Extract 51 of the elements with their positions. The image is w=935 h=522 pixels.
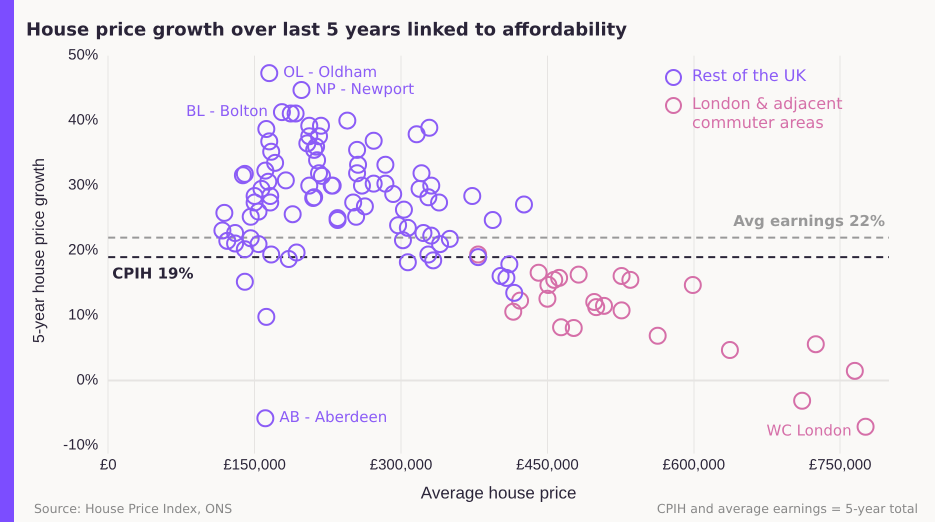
x-tick-label: £600,000	[662, 456, 726, 474]
point	[612, 266, 631, 285]
point	[720, 341, 739, 360]
point	[545, 270, 564, 289]
point	[793, 392, 812, 410]
point	[846, 362, 864, 380]
annotation: WC London	[766, 422, 852, 440]
point	[570, 266, 588, 284]
y-tick-label: 30%	[68, 176, 98, 194]
point	[621, 270, 640, 289]
chart-title: House price growth over last 5 years linked to affordability	[26, 19, 628, 40]
point	[530, 264, 548, 282]
text: CPIH and average earnings = 5-year total	[656, 501, 918, 516]
point	[806, 335, 825, 354]
source-note: Source: House Price Index, ONS	[34, 501, 232, 516]
point	[587, 298, 606, 316]
point	[684, 276, 702, 294]
point	[469, 246, 488, 264]
y-tick-label: 0%	[76, 372, 98, 389]
annotation: OL - Oldham	[283, 63, 378, 82]
x-tick-label: £450,000	[516, 456, 579, 474]
x-tick-label: £150,000	[223, 456, 286, 474]
point	[856, 418, 875, 436]
x-axis-title: Average house price	[420, 483, 576, 502]
x-tick-label: £300,000	[370, 456, 432, 474]
x-tick-label: £750,000	[808, 456, 872, 474]
y-axis-title: 5-year house price growth	[31, 158, 48, 344]
y-tick-label: 40%	[68, 112, 98, 129]
point	[552, 318, 570, 336]
point	[511, 292, 530, 310]
point	[612, 301, 631, 320]
annotation: AB - Aberdeen	[279, 408, 388, 426]
point	[564, 318, 583, 337]
y-tick-label: 10%	[68, 306, 98, 324]
annotation: NP - Newport	[315, 80, 414, 98]
y-tick-label: 20%	[68, 242, 98, 259]
point	[550, 268, 568, 287]
ref-line-label: CPIH 19%	[112, 264, 194, 282]
point	[595, 296, 614, 315]
point	[585, 292, 604, 311]
annotation: BL - Bolton	[186, 102, 268, 120]
point	[538, 290, 556, 308]
x-tick-label: £0	[100, 456, 117, 474]
point	[504, 302, 522, 321]
y-tick-label: 50%	[68, 46, 98, 64]
point	[648, 326, 667, 345]
legend-label: London & adjacent commuter areas	[692, 94, 844, 132]
point	[539, 276, 558, 294]
y-tick-label: -10%	[63, 436, 98, 454]
legend-label: Rest of the UK	[692, 66, 806, 85]
ref-line-label: Avg earnings 22%	[733, 212, 885, 230]
